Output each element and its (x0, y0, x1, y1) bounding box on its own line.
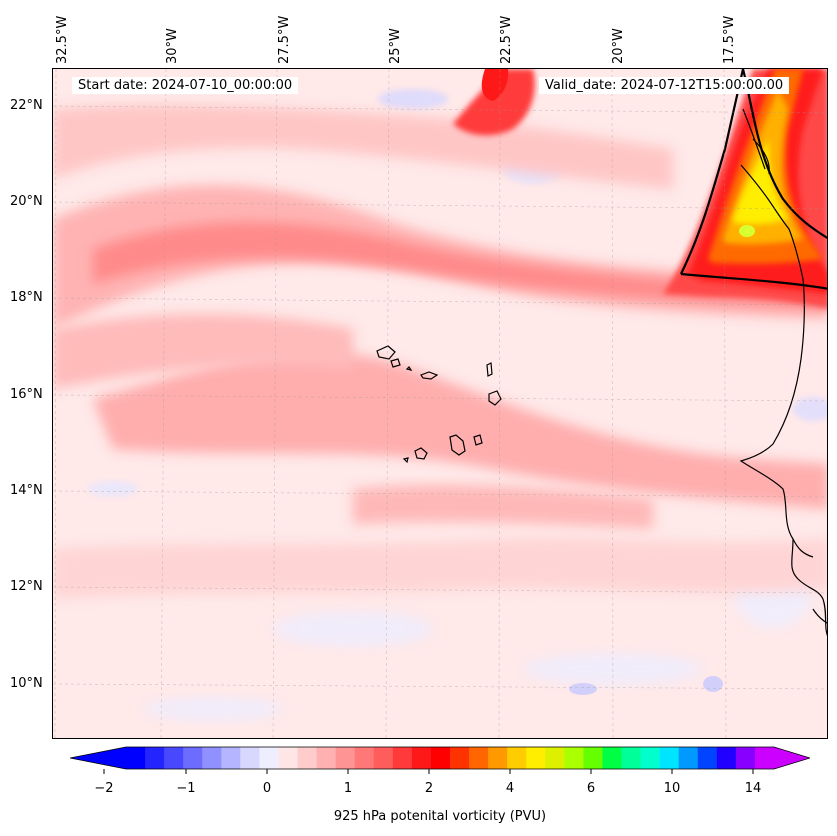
cape-verde-islands (376, 345, 502, 464)
lat-label-14n: 14°N (10, 483, 43, 498)
colorbar-swatch (221, 747, 241, 769)
pv-band-central (53, 314, 827, 529)
coastline (739, 108, 827, 636)
colorbar (70, 746, 810, 774)
pv-band-north (53, 104, 827, 329)
colorbar-tick-label: −1 (176, 781, 196, 796)
colorbar-swatch (678, 747, 699, 769)
lat-label-22n: 22°N (10, 98, 43, 113)
colorbar-swatch (754, 747, 775, 769)
colorbar-swatch (602, 747, 623, 769)
colorbar-swatch (469, 747, 489, 769)
start-date-label: Start date: 2024-07-10_00:00:00 (72, 77, 299, 94)
lat-label-16n: 16°N (10, 387, 43, 402)
colorbar-swatch (316, 747, 337, 769)
colorbar-tick-label: 0 (262, 781, 272, 796)
colorbar-swatch (335, 747, 356, 769)
colorbar-swatch (278, 747, 299, 769)
colorbar-swatch (526, 747, 546, 769)
colorbar-swatch (183, 747, 203, 769)
colorbar-label: 925 hPa potenital vorticity (PVU) (333, 809, 547, 824)
lon-label-17-5w: 17.5°W (722, 15, 737, 64)
colorbar-tick-label: 6 (586, 781, 596, 796)
colorbar-extend-max (774, 747, 810, 769)
colorbar-tick-label: 10 (663, 781, 681, 796)
colorbar-swatch (564, 747, 584, 769)
lat-label-18n: 18°N (10, 290, 43, 305)
colorbar-swatch (354, 747, 375, 769)
colorbar-swatch (411, 747, 432, 769)
colorbar-swatch (450, 747, 470, 769)
lon-label-22-5w: 22.5°W (499, 15, 514, 64)
valid-date-label: Valid_date: 2024-07-12T15:00:00.00 (539, 77, 790, 94)
pv-map (52, 68, 828, 739)
colorbar-tick-label: −2 (94, 781, 114, 796)
colorbar-swatch (297, 747, 318, 769)
colorbar-swatch (164, 747, 184, 769)
colorbar-swatch (621, 747, 642, 769)
colorbar-swatch (392, 747, 413, 769)
colorbar-extend-min (70, 747, 126, 769)
colorbar-swatch (488, 747, 508, 769)
colorbar-swatch (259, 747, 279, 769)
colorbar-swatch (583, 747, 603, 769)
colorbar-swatch (373, 747, 394, 769)
colorbar-swatch (145, 747, 165, 769)
colorbar-swatch (716, 747, 737, 769)
colorbar-swatch (507, 747, 527, 769)
colorbar-outline (70, 746, 810, 770)
colorbar-tick-label: 14 (744, 781, 762, 796)
lat-label-12n: 12°N (10, 579, 43, 594)
colorbar-tick-label: 2 (424, 781, 434, 796)
colorbar-swatch (735, 747, 756, 769)
pv-field-svg (53, 69, 827, 738)
colorbar-swatch (126, 747, 146, 769)
lon-label-25w: 25°W (388, 28, 403, 64)
lon-label-30w: 30°W (165, 28, 180, 64)
graticule (53, 69, 827, 738)
lon-label-20w: 20°W (611, 28, 626, 64)
colorbar-swatch (659, 747, 680, 769)
colorbar-swatch (640, 747, 661, 769)
lon-label-27-5w: 27.5°W (277, 15, 292, 64)
lat-label-20n: 20°N (10, 194, 43, 209)
lat-label-10n: 10°N (10, 676, 43, 691)
colorbar-swatch (545, 747, 565, 769)
colorbar-swatch (430, 747, 451, 769)
colorbar-swatch (202, 747, 222, 769)
pv-band-south (53, 537, 827, 599)
colorbar-swatch (240, 747, 260, 769)
colorbar-swatch (697, 747, 718, 769)
lon-label-32-5w: 32.5°W (55, 15, 70, 64)
colorbar-tick-label: 1 (343, 781, 353, 796)
colorbar-tick-label: 4 (505, 781, 515, 796)
pv-maximum-north (453, 69, 535, 136)
